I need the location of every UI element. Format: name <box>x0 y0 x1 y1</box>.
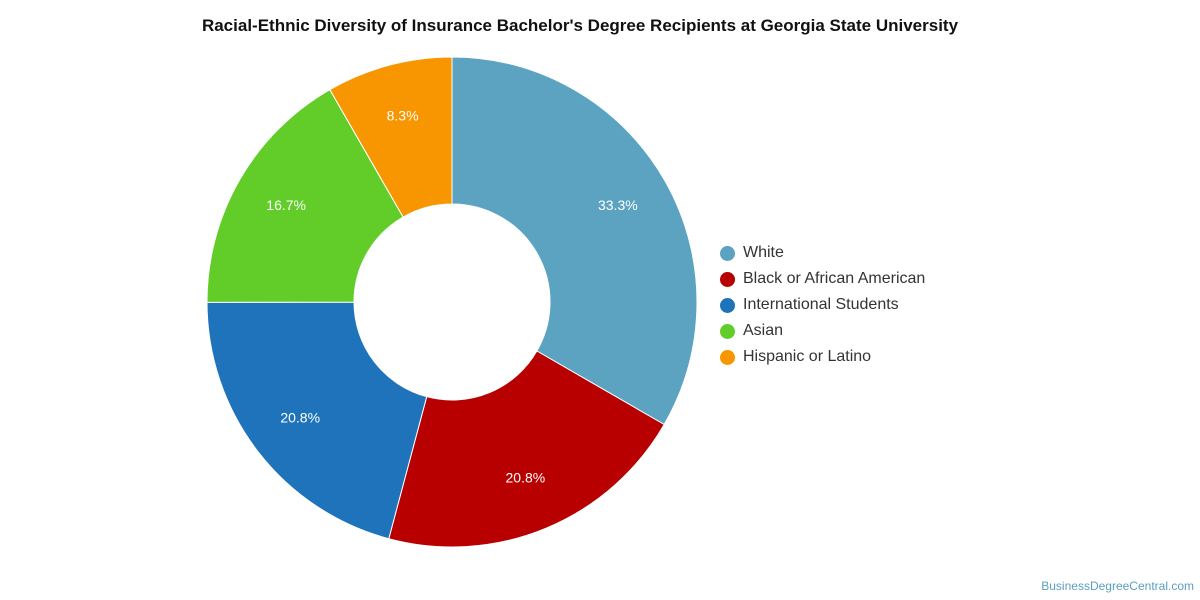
legend-item-asian[interactable]: Asian <box>720 318 925 344</box>
legend-label: White <box>743 244 784 261</box>
legend-swatch-icon <box>720 271 735 287</box>
legend-swatch-icon <box>720 349 735 365</box>
donut-slice-labels: 33.3% 20.8% 20.8% 16.7% 8.3% <box>266 108 637 486</box>
slice-asian[interactable] <box>206 88 404 303</box>
legend-item-black-or-african-american[interactable]: Black or African American <box>720 266 925 292</box>
slice-label-white: 33.3% <box>598 197 638 213</box>
legend-label: Black or African American <box>743 270 926 287</box>
slice-hispanic-or-latino[interactable] <box>329 56 453 218</box>
legend-swatch-icon <box>720 297 735 313</box>
slice-label-black-or-african-american: 20.8% <box>506 470 546 486</box>
site-watermark[interactable]: BusinessDegreeCentral.com <box>1041 579 1194 593</box>
chart-legend: White Black or African American Internatio… <box>720 240 925 370</box>
slice-label-hispanic-or-latino: 8.3% <box>387 108 419 124</box>
chart-title: Racial-Ethnic Diversity of Insurance Bac… <box>201 16 959 35</box>
slice-white[interactable] <box>451 56 698 426</box>
donut-slices <box>206 56 698 548</box>
legend-label: Asian <box>743 322 784 339</box>
legend-swatch-icon <box>720 245 735 261</box>
legend-swatch-icon <box>720 323 735 339</box>
legend-label: Hispanic or Latino <box>743 348 872 365</box>
slice-label-international-students: 20.8% <box>280 409 320 425</box>
legend-label: International Students <box>743 296 899 313</box>
legend-item-white[interactable]: White <box>720 240 925 266</box>
legend-item-hispanic-or-latino[interactable]: Hispanic or Latino <box>720 344 925 370</box>
slice-label-asian: 16.7% <box>266 197 306 213</box>
slice-black-or-african-american[interactable] <box>388 350 665 548</box>
slice-international-students[interactable] <box>206 301 428 540</box>
legend-item-international-students[interactable]: International Students <box>720 292 925 318</box>
